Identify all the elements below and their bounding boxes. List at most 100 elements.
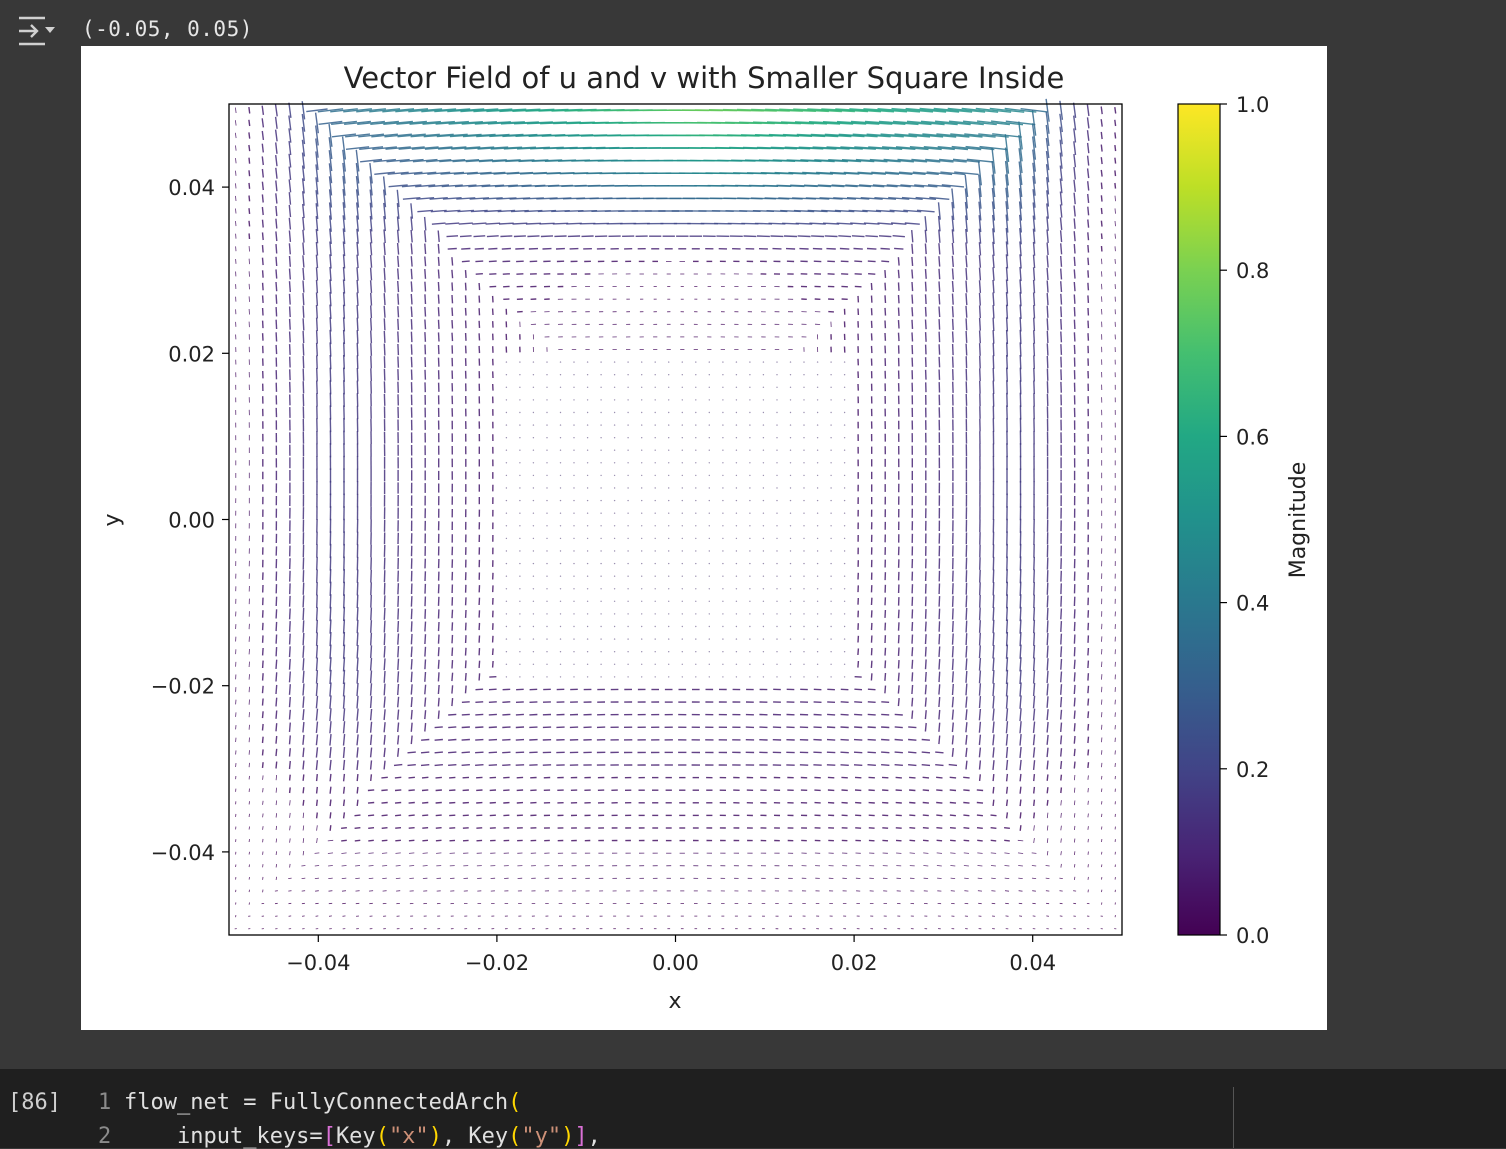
quiver-arrow — [912, 647, 913, 656]
quiver-arrow — [908, 752, 916, 753]
quiver-arrow — [1020, 342, 1021, 356]
quiver-arrow — [371, 293, 372, 306]
quiver-arrow — [963, 815, 969, 816]
quiver-arrow — [803, 525, 804, 526]
quiver-arrow — [950, 853, 955, 854]
quiver-arrow — [868, 752, 876, 753]
quiver-arrow — [398, 281, 399, 292]
quiver-arrow — [263, 711, 264, 718]
quiver-arrow — [357, 722, 358, 734]
quiver-arrow — [1088, 724, 1089, 731]
quiver-arrow — [1101, 107, 1102, 115]
quiver-arrow — [1034, 747, 1035, 757]
quiver-arrow — [841, 714, 849, 715]
quiver-arrow — [573, 487, 574, 488]
quiver-arrow — [966, 608, 967, 620]
quiver-arrow — [276, 320, 277, 329]
quiver-arrow — [899, 282, 900, 290]
quiver-arrow — [425, 698, 426, 707]
quiver-arrow — [546, 664, 547, 665]
quiver-arrow — [655, 626, 656, 627]
quiver-arrow — [276, 762, 277, 769]
quiver-arrow — [1034, 709, 1035, 721]
quiver-arrow — [262, 182, 263, 190]
quiver-arrow — [315, 891, 319, 892]
quiver-arrow — [1061, 306, 1062, 317]
quiver-arrow — [344, 317, 345, 331]
quiver-arrow — [614, 462, 615, 463]
quiver-arrow — [939, 672, 940, 682]
quiver-arrow — [1020, 747, 1021, 758]
quiver-arrow — [722, 424, 723, 425]
quiver-arrow — [357, 607, 358, 620]
quiver-arrow — [950, 815, 956, 816]
quiver-arrow — [384, 748, 385, 757]
quiver-arrow — [355, 866, 360, 867]
quiver-arrow — [1061, 710, 1062, 720]
quiver-arrow — [408, 752, 416, 753]
quiver-arrow — [409, 828, 415, 829]
quiver-arrow — [1074, 711, 1075, 719]
quiver-arrow — [966, 709, 967, 720]
quiver-arrow — [844, 361, 845, 362]
quiver-arrow — [506, 664, 507, 665]
quiver-arrow — [1032, 891, 1036, 892]
collapse-output-icon[interactable] — [14, 14, 56, 50]
quiver-arrow — [330, 305, 331, 319]
quiver-arrow — [830, 399, 831, 400]
line-number: 2 — [98, 1124, 111, 1149]
quiver-arrow — [1074, 154, 1076, 167]
quiver-arrow — [600, 437, 601, 438]
quiver-arrow — [668, 638, 669, 639]
quiver-arrow — [736, 664, 737, 665]
quiver-arrow — [763, 626, 764, 627]
quiver-arrow — [1074, 851, 1075, 855]
quiver-arrow — [749, 500, 750, 501]
quiver-arrow — [303, 838, 304, 843]
quiver-arrow — [384, 684, 385, 696]
quiver-arrow — [803, 374, 804, 375]
quiver-arrow — [1088, 207, 1089, 216]
quiver-arrow — [1034, 825, 1035, 830]
quiver-arrow — [344, 569, 345, 583]
quiver-arrow — [460, 236, 472, 237]
quiver-arrow — [865, 236, 878, 237]
quiver-arrow — [830, 500, 831, 501]
colorbar-tick-label: 0.8 — [1236, 259, 1269, 283]
quiver-arrow — [1034, 381, 1035, 394]
quiver-arrow — [357, 368, 358, 381]
quiver-arrow — [423, 866, 428, 867]
quiver-arrow — [411, 319, 412, 330]
quiver-arrow — [980, 658, 981, 671]
quiver-arrow — [411, 659, 412, 669]
quiver-arrow — [891, 223, 906, 224]
quiver-arrow — [506, 437, 507, 438]
quiver-arrow — [533, 676, 534, 677]
y-tick-label: 0.02 — [168, 342, 215, 366]
quiver-arrow — [803, 424, 804, 425]
quiver-arrow — [1074, 167, 1075, 180]
code-line[interactable]: flow_net = FullyConnectedArch( — [124, 1090, 521, 1115]
quiver-arrow — [830, 576, 831, 577]
quiver-arrow — [966, 671, 967, 683]
quiver-arrow — [409, 777, 415, 778]
quiver-arrow — [844, 374, 845, 375]
quiver-arrow — [614, 638, 615, 639]
code-line[interactable]: input_keys=[Key("x"), Key("y")], — [124, 1124, 601, 1149]
quiver-arrow — [290, 672, 291, 683]
quiver-arrow — [641, 424, 642, 425]
quiver-arrow — [1047, 709, 1048, 720]
quiver-arrow — [395, 828, 401, 829]
quiver-arrow — [1034, 800, 1035, 806]
quiver-arrow — [912, 244, 913, 254]
quiver-arrow — [357, 267, 358, 280]
quiver-arrow — [627, 576, 628, 577]
quiver-arrow — [1034, 368, 1035, 381]
quiver-arrow — [438, 282, 439, 291]
quiver-arrow — [357, 632, 358, 645]
quiver-arrow — [966, 344, 967, 356]
quiver-arrow — [560, 563, 561, 564]
quiver-arrow — [587, 638, 588, 639]
quiver-arrow — [249, 107, 250, 113]
quiver-arrow — [803, 664, 804, 665]
